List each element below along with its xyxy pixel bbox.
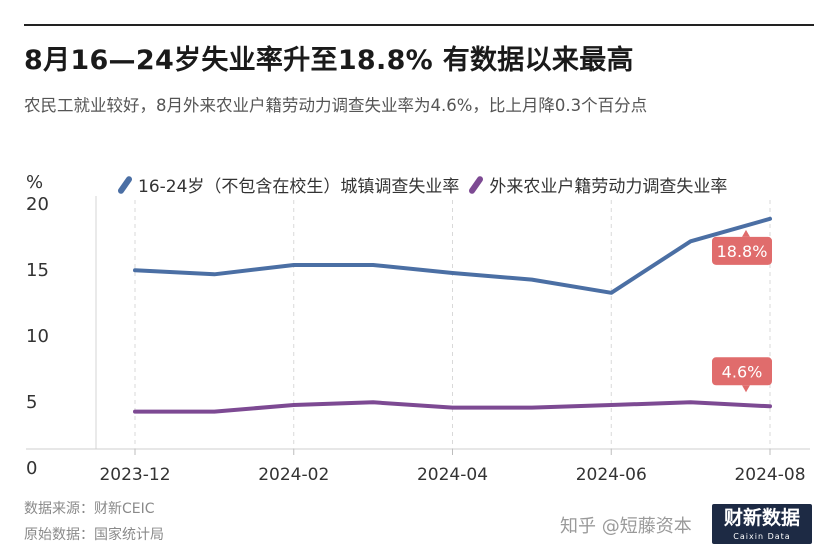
end-label-pointer [742,385,750,393]
brand-subname: Caixin Data [733,532,791,541]
y-tick-label: 5 [26,392,37,413]
platform-watermark: 知乎 @短藤资本 [560,516,692,537]
y-tick-label: 20 [26,194,49,215]
y-tick-label: 10 [26,326,49,347]
x-tick-label: 2024-02 [258,465,329,485]
y-tick-label: 15 [26,260,49,281]
page-title: 8月16—24岁失业率升至18.8% 有数据以来最高 [24,45,634,76]
caixin-data-logo: 财新数据 Caixin Data [712,504,812,544]
chart-legend: 16-24岁（不包含在校生）城镇调查失业率 外来农业户籍劳动力调查失业率 [116,172,741,197]
end-label-youth: 18.8% [717,242,768,261]
series-line-youth [133,216,772,295]
data-source: 数据来源：财新CEIC [24,501,155,517]
y-unit-label: % [26,172,44,193]
end-label-box-youth [712,236,772,265]
legend-label-migrant: 外来农业户籍劳动力调查失业率 [489,177,728,197]
end-label-pointer [742,229,750,237]
series-line-migrant [133,400,772,414]
x-tick-label: 2024-08 [734,465,805,485]
legend-label-youth: 16-24岁（不包含在校生）城镇调查失业率 [138,177,460,197]
x-tick-label: 2024-06 [576,465,647,485]
end-label-migrant: 4.6% [722,362,763,381]
original-source: 原始数据：国家统计局 [24,527,164,543]
x-tick-label: 2024-04 [417,465,488,485]
page-subtitle: 农民工就业较好，8月外来农业户籍劳动力调查失业率为4.6%，比上月降0.3个百分… [24,96,648,115]
brand-name: 财新数据 [723,507,800,529]
line-chart: 2023-12 2024-02 2024-04 2024-06 2024-08 20 15 1… [26,194,810,485]
y-tick-label: 0 [26,458,37,479]
legend-item-migrant: 外来农业户籍劳动力调查失业率 [468,172,728,197]
legend-item-youth: 16-24岁（不包含在校生）城镇调查失业率 [116,172,460,197]
x-tick-label: 2023-12 [99,465,170,485]
end-label-box-migrant [712,357,772,386]
top-rule [24,24,814,26]
